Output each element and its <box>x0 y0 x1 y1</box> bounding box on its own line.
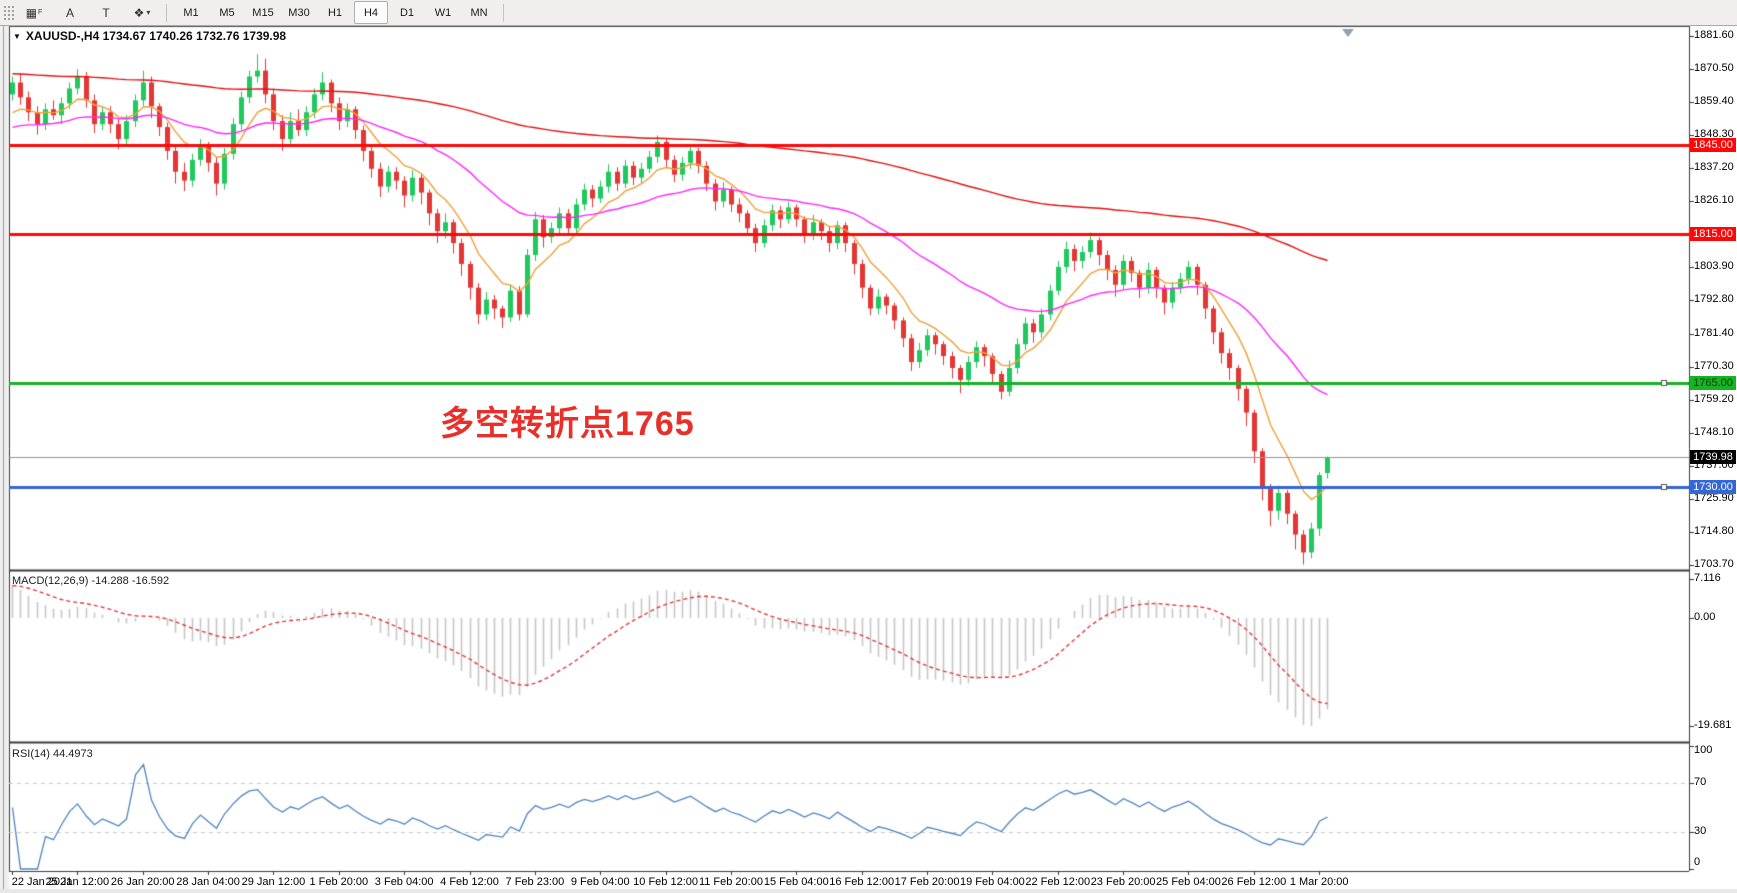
symbol-dropdown-icon[interactable]: ▼ <box>13 31 21 41</box>
macd-axis-tick: 7.116 <box>1694 571 1721 584</box>
timeframe-button-mn[interactable]: MN <box>470 6 488 19</box>
crosshair-icon[interactable]: ❖ ▾ <box>133 5 151 20</box>
rsi-axis-tick: 100 <box>1694 744 1713 756</box>
price-axis-tick: 1859.40 <box>1694 95 1734 108</box>
timeframe-button-m5[interactable]: M5 <box>219 6 235 19</box>
hline-price-label: 1730.00 <box>1690 479 1736 494</box>
chart-title-text: XAUUSD-,H4 1734.67 1740.26 1732.76 1739.… <box>25 29 287 43</box>
timeframe-button-m15[interactable]: M15 <box>252 6 274 19</box>
date-axis-label: 29 Jan 12:00 <box>241 876 306 888</box>
toolbar-separator-2 <box>503 3 504 22</box>
rsi-indicator-label: RSI(14) 44.4973 <box>12 748 93 760</box>
toolbar-icons: ▦ F A T ❖ ▾ <box>16 1 160 24</box>
hline-price-label: 1815.00 <box>1690 227 1736 242</box>
timeframe-buttons: M1 M5 M15 M30 H1 H4 D1 W1 MN <box>173 1 497 24</box>
date-axis-label: 22 Feb 12:00 <box>1025 876 1091 888</box>
text-box-icon[interactable]: T <box>102 5 110 20</box>
date-axis-label: 1 Feb 20:00 <box>309 876 369 888</box>
price-axis-tick: 1714.80 <box>1694 525 1734 538</box>
hline-price-label: 1765.00 <box>1690 375 1736 390</box>
toolbar-separator <box>166 3 167 22</box>
macd-axis-tick: -19.681 <box>1694 719 1732 732</box>
current-price-label: 1739.98 <box>1690 450 1736 465</box>
price-axis-tick: 1837.20 <box>1694 161 1734 174</box>
rsi-axis-tick: 0 <box>1694 856 1701 868</box>
price-axis-tick: 1781.40 <box>1694 327 1734 340</box>
date-axis-label: 26 Feb 12:00 <box>1221 876 1287 888</box>
toolbar-grip[interactable] <box>2 3 16 22</box>
price-axis-tick: 1748.10 <box>1694 426 1734 439</box>
price-axis-tick: 1792.80 <box>1694 293 1734 306</box>
chart-title: ▼ XAUUSD-,H4 1734.67 1740.26 1732.76 173… <box>13 29 286 43</box>
price-axis-tick: 1703.70 <box>1694 558 1734 571</box>
date-axis-label: 25 Jan 12:00 <box>45 876 110 888</box>
timeframe-button-m1[interactable]: M1 <box>183 6 199 19</box>
price-axis-tick: 1870.50 <box>1694 62 1734 75</box>
date-axis-label: 3 Feb 04:00 <box>374 876 434 888</box>
date-axis-label: 7 Feb 23:00 <box>505 876 565 888</box>
macd-indicator-label: MACD(12,26,9) -14.288 -16.592 <box>12 575 170 587</box>
date-axis-label: 17 Feb 20:00 <box>894 876 960 888</box>
timeframe-button-h1[interactable]: H1 <box>327 6 343 19</box>
date-axis-label: 9 Feb 04:00 <box>570 876 630 888</box>
date-axis-label: 16 Feb 12:00 <box>829 876 895 888</box>
price-axis-tick: 1803.90 <box>1694 260 1734 273</box>
annotation-text[interactable]: 多空转折点1765 <box>440 405 695 443</box>
timeframe-button-h4[interactable]: H4 <box>354 1 388 24</box>
date-axis-label: 4 Feb 12:00 <box>440 876 499 888</box>
price-axis-tick: 1848.30 <box>1694 128 1734 141</box>
date-axis-label: 11 Feb 20:00 <box>698 876 763 888</box>
price-axis-tick: 1770.30 <box>1694 360 1734 373</box>
rsi-axis-tick: 30 <box>1694 825 1707 838</box>
date-axis-label: 22 Jan 2021 <box>11 876 73 888</box>
date-axis-label: 15 Feb 04:00 <box>763 876 829 888</box>
price-axis-tick: 1725.90 <box>1694 492 1734 505</box>
date-axis-label: 1 Mar 20:00 <box>1289 876 1349 888</box>
text-label-icon[interactable]: A <box>65 5 74 20</box>
price-axis-tick: 1759.20 <box>1694 393 1734 406</box>
date-axis-label: 28 Jan 04:00 <box>176 876 240 888</box>
date-axis-label: 25 Feb 04:00 <box>1156 876 1221 888</box>
hline-price-label: 1845.00 <box>1690 137 1736 152</box>
grid-f-icon[interactable]: ▦ F <box>25 5 43 20</box>
macd-axis-tick: 0.00 <box>1694 611 1716 624</box>
date-axis-label: 19 Feb 04:00 <box>959 876 1025 888</box>
timeframe-button-d1[interactable]: D1 <box>399 6 415 19</box>
date-axis-label: 26 Jan 20:00 <box>110 876 175 888</box>
timeframe-button-w1[interactable]: W1 <box>434 6 452 19</box>
date-axis-label: 10 Feb 12:00 <box>633 876 699 888</box>
price-axis-tick: 1881.60 <box>1694 29 1734 42</box>
timeframe-button-m30[interactable]: M30 <box>288 6 310 19</box>
date-axis-label: 23 Feb 20:00 <box>1090 876 1156 888</box>
toolbar: ▦ F A T ❖ ▾ M1 M5 M15 M30 H1 H4 D1 W1 MN <box>0 0 1737 26</box>
rsi-axis-tick: 70 <box>1694 775 1707 788</box>
price-axis-tick: 1826.10 <box>1694 194 1734 207</box>
